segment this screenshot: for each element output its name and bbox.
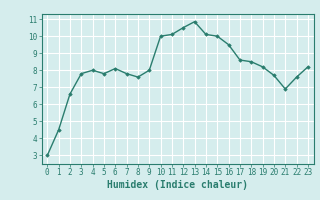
X-axis label: Humidex (Indice chaleur): Humidex (Indice chaleur) (107, 180, 248, 190)
